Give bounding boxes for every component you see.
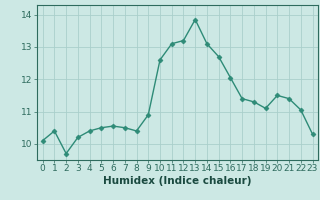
X-axis label: Humidex (Indice chaleur): Humidex (Indice chaleur)	[103, 176, 252, 186]
